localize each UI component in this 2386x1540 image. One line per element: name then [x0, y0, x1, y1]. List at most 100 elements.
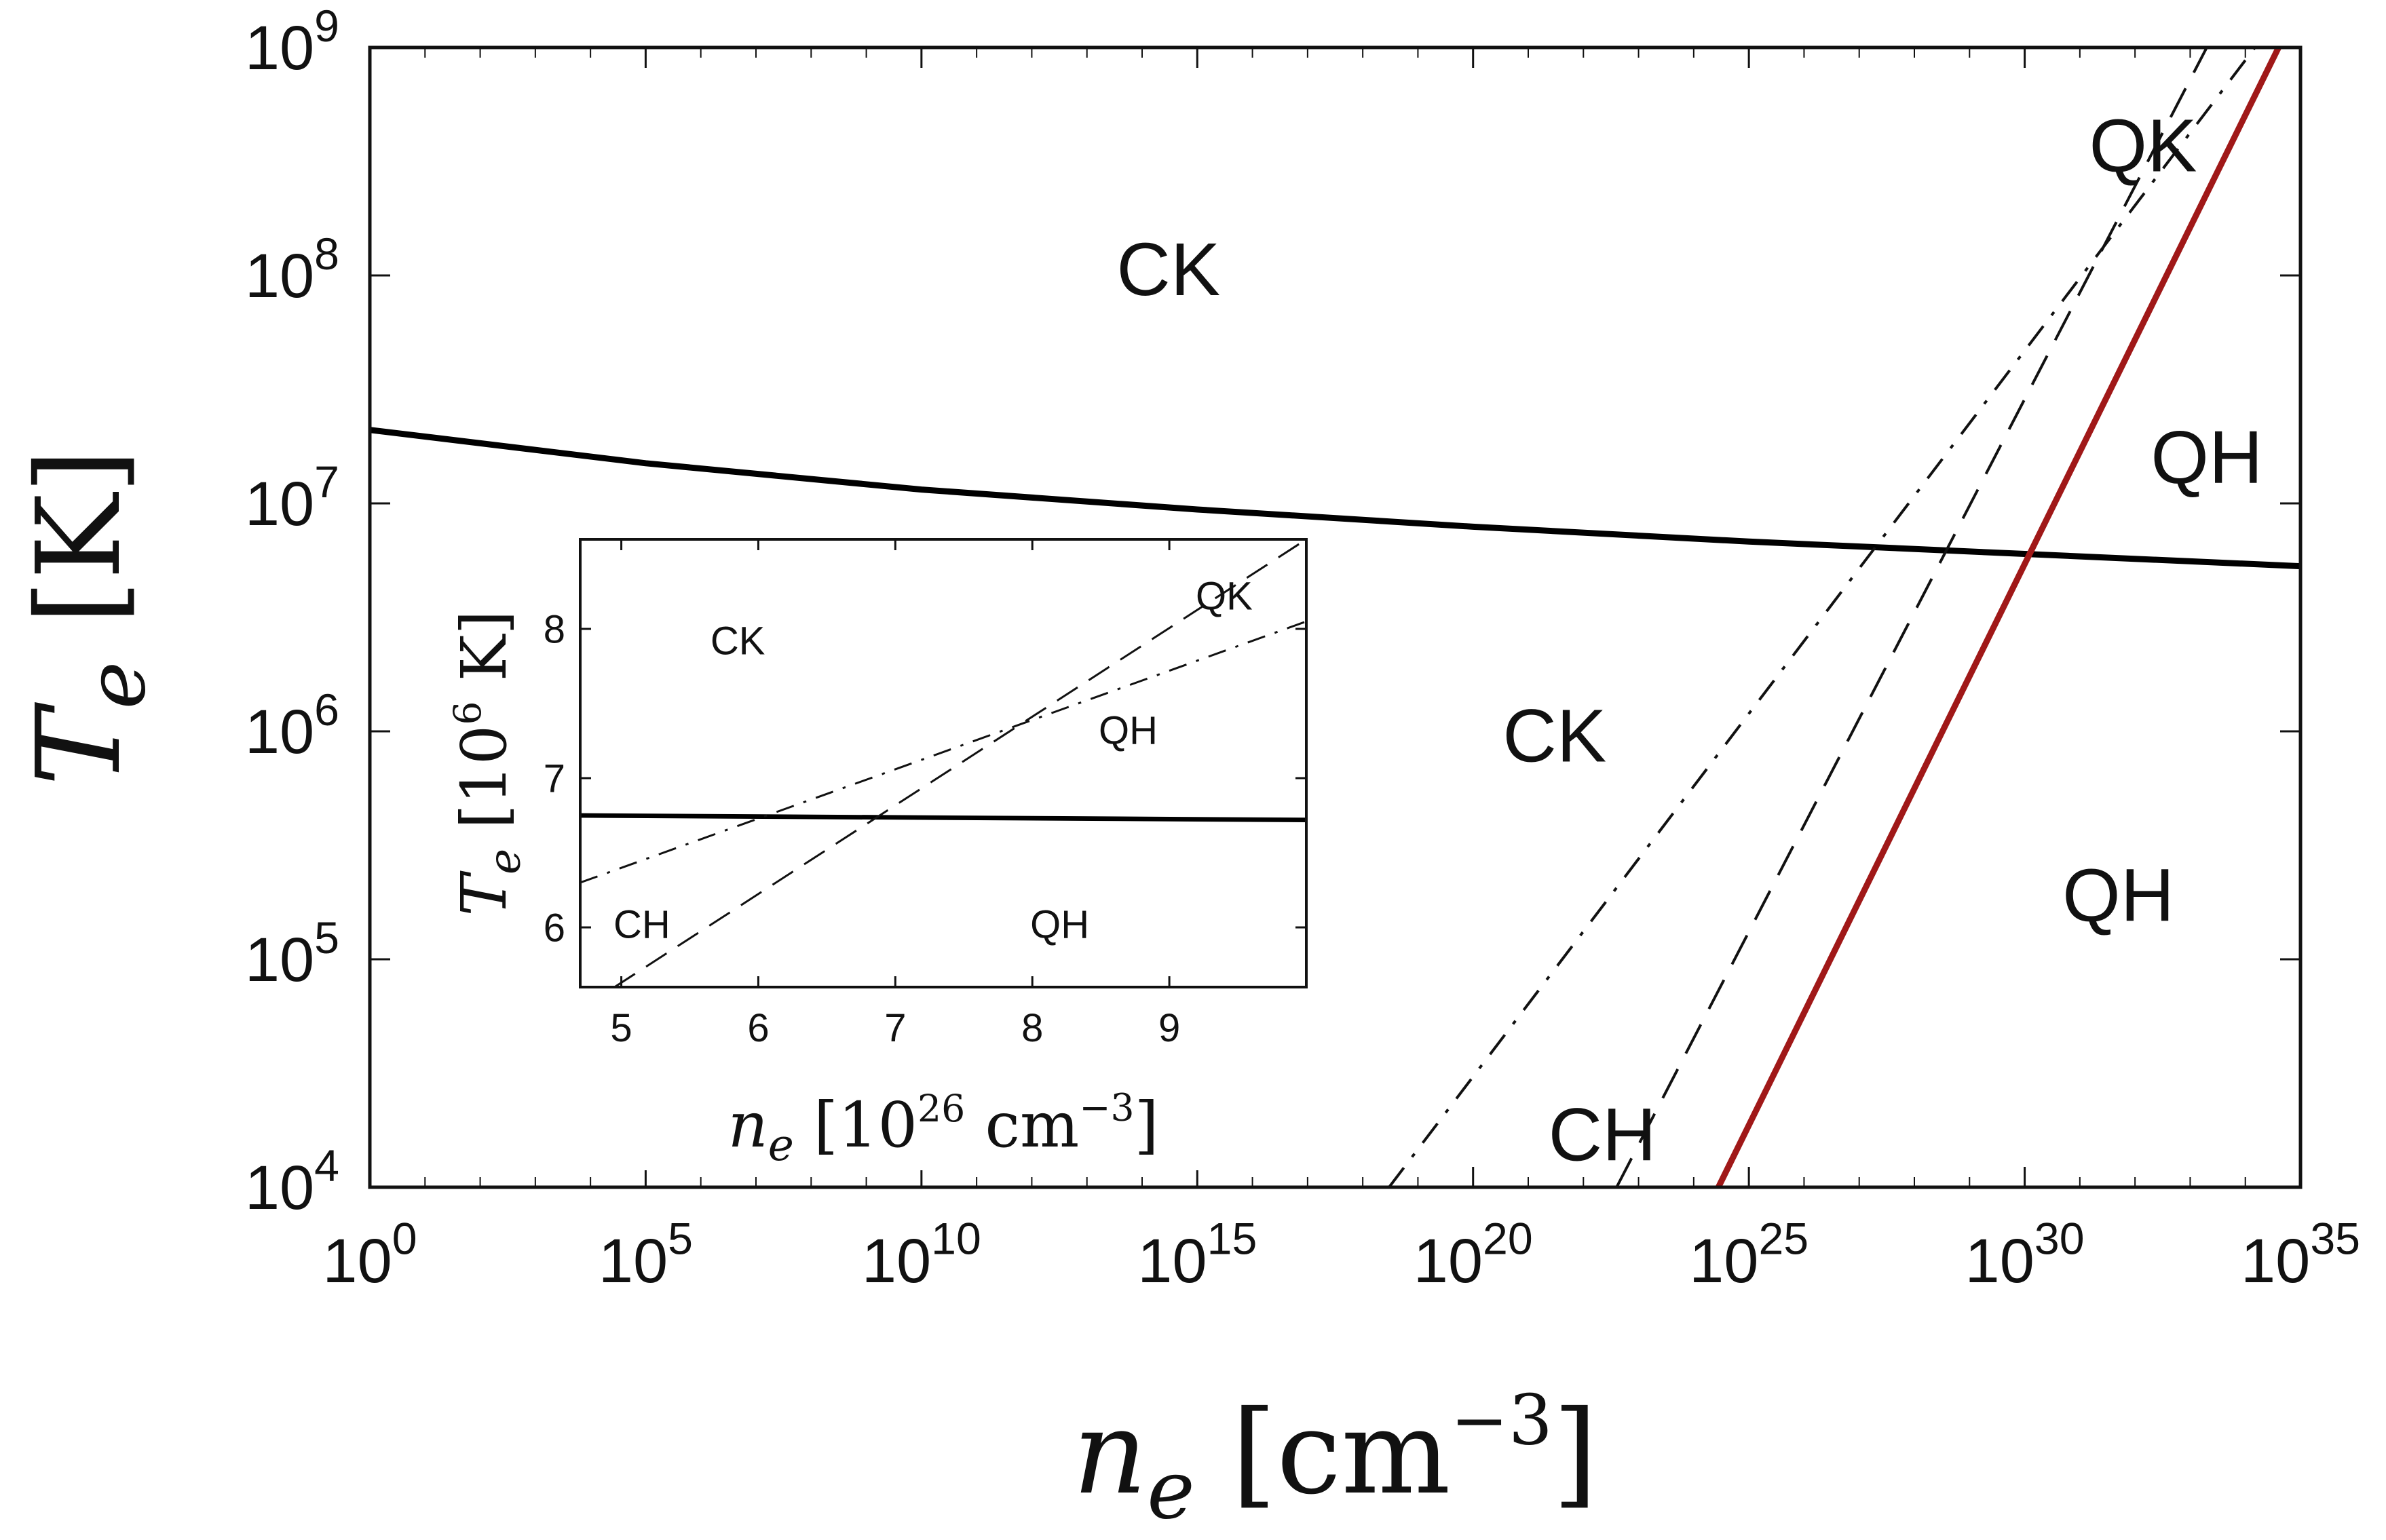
tick-exponent: 5	[668, 1214, 693, 1265]
plot-frame	[368, 45, 2303, 1189]
region-label: QK	[2089, 104, 2197, 187]
region-label: QH	[2151, 416, 2262, 499]
tick-base: 10	[245, 14, 314, 83]
x-tick-label: 1015	[1137, 1214, 1257, 1296]
axis-bracket: ]	[1135, 1089, 1159, 1161]
region-label: CK	[1502, 694, 1606, 777]
y-axis-label: Te [K]	[12, 448, 164, 786]
x-axis-label: ne [cm−3]	[1073, 1381, 1597, 1538]
tick-base: 10	[245, 925, 314, 995]
axis-var-sub: e	[1147, 1444, 1194, 1537]
axis-bracket: [	[794, 1089, 838, 1161]
tick-base: 10	[245, 469, 314, 539]
axis-bracket: [	[448, 805, 520, 849]
y-tick-label: 107	[245, 457, 339, 539]
tick-base: 10	[245, 697, 314, 767]
tick-base: 10	[599, 1227, 668, 1296]
axis-prefix-exp: 26	[917, 1087, 965, 1131]
region-label: CH	[1549, 1093, 1656, 1176]
x-tick-label: 6	[747, 1006, 769, 1050]
axis-prefix-base: 10	[448, 725, 520, 805]
axis-unit-exp: −3	[1079, 1086, 1134, 1130]
series-group	[580, 539, 1306, 987]
series-line-solid-red	[1716, 47, 2281, 1187]
x-tick-label: 1025	[1689, 1214, 1809, 1296]
tick-base: 10	[322, 1227, 392, 1296]
axis-unit: K	[448, 633, 520, 681]
axis-unit: cm	[1276, 1386, 1450, 1520]
series-line-solid-thick	[370, 427, 2300, 570]
tick-exponent: 0	[392, 1214, 417, 1265]
tick-exponent: 4	[314, 1141, 339, 1191]
axis-bracket: [	[1195, 1386, 1276, 1520]
tick-exponent: 7	[314, 457, 339, 507]
axis-unit: K	[12, 492, 147, 580]
region-label: CK	[711, 619, 765, 663]
tick-exponent: 9	[314, 1, 339, 52]
axis-bracket: [	[12, 580, 147, 661]
axis-space	[965, 1089, 985, 1161]
tick-base: 10	[1689, 1227, 1758, 1296]
y-tick-label: 8	[544, 607, 565, 651]
y-tick-label: 6	[544, 906, 565, 950]
series-line-solid-thick	[580, 813, 1306, 822]
axis-var: T	[12, 702, 147, 786]
x-tick-label: 100	[322, 1214, 417, 1296]
region-label: QK	[1196, 574, 1253, 618]
plot-area	[580, 539, 1306, 987]
axis-prefix-base: 10	[838, 1089, 917, 1161]
y-tick-label: 104	[245, 1141, 339, 1223]
tick-exponent: 10	[931, 1214, 981, 1265]
y-axis-label: Te [106 K]	[447, 611, 530, 917]
tick-exponent: 8	[314, 229, 339, 280]
x-tick-label: 1035	[2241, 1214, 2360, 1296]
x-tick-label: 5	[610, 1006, 632, 1050]
tick-exponent: 6	[314, 685, 339, 735]
y-tick-label: 7	[544, 756, 565, 801]
tick-base: 10	[1137, 1227, 1207, 1296]
plot-frame	[579, 538, 1308, 988]
y-tick-label: 108	[245, 229, 339, 311]
x-tick-label: 9	[1158, 1006, 1180, 1050]
series-line-dash-dot	[580, 620, 1306, 884]
x-tick-label: 1010	[862, 1214, 981, 1296]
series-line-dashed	[1615, 47, 2208, 1187]
axis-prefix-exp: 6	[447, 701, 490, 725]
region-label: CH	[613, 902, 670, 946]
series-group	[370, 47, 2300, 1187]
axis-var: n	[727, 1089, 768, 1161]
tick-exponent: 20	[1483, 1214, 1533, 1265]
tick-exponent: 25	[1758, 1214, 1809, 1265]
axis-var: T	[448, 870, 520, 916]
axis-space	[448, 681, 520, 701]
x-tick-label: 7	[884, 1006, 906, 1050]
tick-exponent: 35	[2310, 1214, 2360, 1265]
axis-unit-exp: −3	[1451, 1381, 1553, 1461]
region-label: QH	[1099, 708, 1158, 752]
axis-bracket: ]	[1553, 1386, 1597, 1520]
tick-exponent: 30	[2034, 1214, 2085, 1265]
x-tick-label: 1020	[1414, 1214, 1533, 1296]
axis-bracket: ]	[12, 448, 147, 493]
y-tick-label: 105	[245, 913, 339, 995]
tick-base: 10	[862, 1227, 931, 1296]
tick-base: 10	[245, 1153, 314, 1223]
y-tick-label: 106	[245, 685, 339, 767]
tick-base: 10	[1414, 1227, 1483, 1296]
series-line-dashed	[613, 539, 1306, 987]
region-label: CK	[1116, 228, 1220, 311]
axis-var-sub: e	[70, 661, 164, 709]
axis-bracket: ]	[448, 611, 520, 635]
axis-var-sub: e	[768, 1120, 794, 1171]
region-label: QH	[2062, 853, 2174, 937]
x-tick-label: 8	[1021, 1006, 1043, 1050]
x-axis-label: ne [1026 cm−3]	[727, 1086, 1158, 1171]
region-label: QH	[1030, 902, 1089, 946]
tick-exponent: 5	[314, 913, 339, 963]
axis-unit: cm	[985, 1089, 1080, 1161]
x-tick-label: 105	[599, 1214, 693, 1296]
tick-base: 10	[1965, 1227, 2034, 1296]
axis-var-sub: e	[479, 849, 530, 874]
